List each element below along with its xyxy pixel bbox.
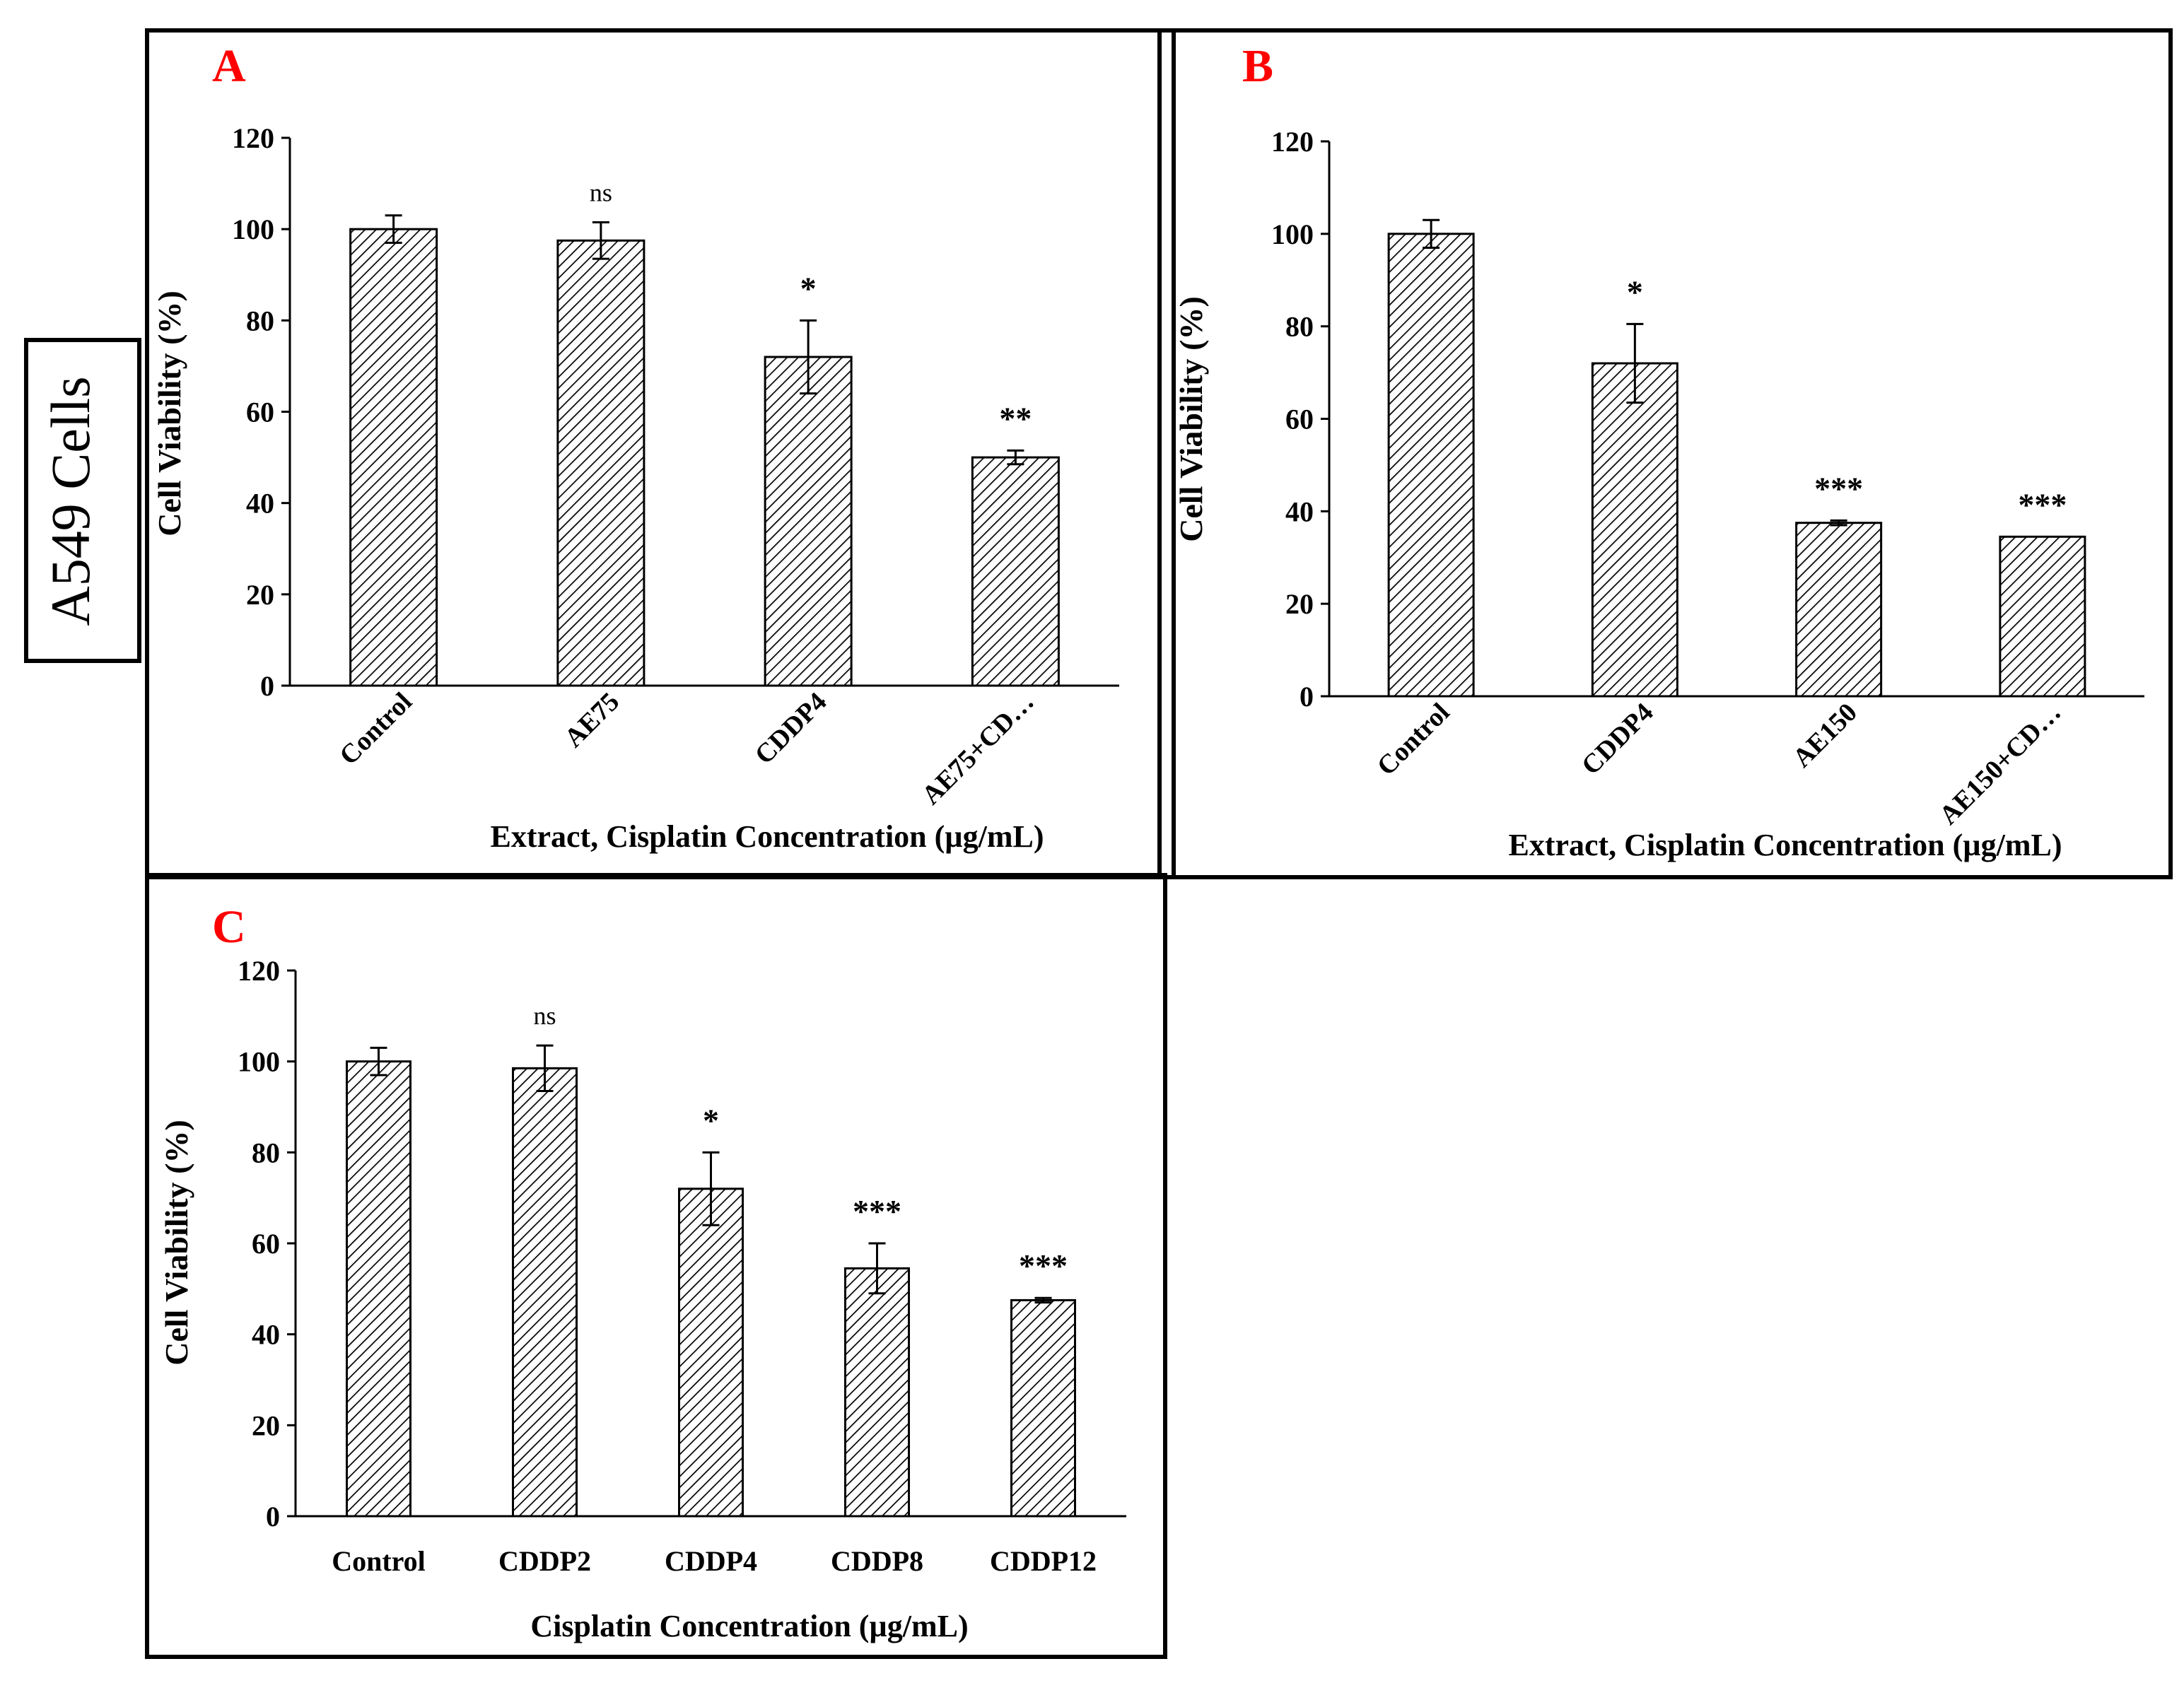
significance-label: ns [590,178,612,206]
bar-cddp8 [844,1267,910,1518]
x-axis-title: Cisplatin Concentration (µg/mL) [530,1609,968,1643]
bar-cddp4 [1591,362,1678,698]
bar-control [346,1060,411,1518]
y-tick-label: 60 [1285,404,1314,435]
y-tick-label: 0 [1300,681,1314,713]
bar-control [349,228,438,687]
error-bar [702,1151,720,1226]
x-tick-label: AE150 [1787,698,1863,773]
x-tick-label: AE75+CD… [916,687,1040,811]
panel-a-frame [145,28,1176,879]
x-tick-label: CDDP8 [831,1545,923,1577]
y-tick-label: 100 [232,213,274,245]
error-bar [800,319,817,395]
significance-label: * [703,1102,719,1138]
y-tick-label: 60 [252,1228,280,1260]
y-tick-label: 20 [252,1409,280,1441]
y-tick-label: 80 [246,305,274,336]
y-tick-label: 0 [260,670,274,702]
panel-c-frame [145,873,1167,1659]
panel-c-chart: C 0 20 40 60 80 100 120 Control ns CDDP2 * CDDP4 *** C… [158,901,1126,1643]
panel-c-letter: C [212,901,246,953]
x-tick-label: AE75 [559,687,625,753]
panel-a-chart: A 0 20 40 60 80 100 120 Control ns AE75 * CDDP4 ** AE7… [151,40,1119,854]
bar-ae150 [1795,522,1883,698]
error-bar [370,1046,387,1077]
bar-cddp2 [512,1067,578,1518]
significance-label: * [1627,274,1643,310]
significance-label: ** [999,400,1032,436]
x-tick-label: CDDP12 [990,1545,1097,1577]
x-axis-title: Extract, Cisplatin Concentration (µg/mL) [490,819,1044,854]
y-tick-label: 40 [246,488,274,520]
error-bar [1423,218,1440,249]
x-axis-title: Extract, Cisplatin Concentration (µg/mL) [1508,828,2062,862]
significance-label: *** [853,1193,901,1229]
x-tick-label: CDDP2 [498,1545,591,1577]
charts: A020406080100120ControlnsAE75*CDDP4**AE7… [151,40,2144,1643]
y-tick-label: 80 [1285,311,1314,343]
bar-ae75 [556,239,646,687]
bar-cddp12 [1010,1298,1076,1518]
bar-cddp4 [678,1188,744,1518]
bar-control [1387,233,1475,698]
significance-label: *** [2018,486,2067,522]
significance-label: ns [533,1002,556,1030]
significance-label: *** [1814,470,1863,506]
x-tick-label: Control [332,1545,426,1577]
y-tick-label: 80 [252,1137,280,1168]
y-tick-label: 20 [1285,588,1314,620]
y-tick-label: 100 [238,1046,280,1078]
panel-frames [145,28,2173,1659]
error-bar [592,221,609,260]
error-bar [385,214,402,245]
bar-ae75-cd [971,456,1060,687]
y-tick-label: 40 [1285,495,1314,527]
y-tick-label: 120 [1271,126,1314,158]
error-bar [536,1044,554,1092]
x-tick-label: CDDP4 [665,1545,757,1577]
panel-b-frame [1157,28,2173,879]
bar-ae150-cd [1999,535,2086,698]
error-bar [1007,449,1024,466]
panel-b-letter: B [1242,40,1273,92]
y-tick-label: 60 [246,397,274,428]
x-tick-label: CDDP4 [1576,698,1659,781]
x-tick-label: AE150+CD… [1934,698,2067,831]
significance-label: * [800,270,817,306]
y-axis-title: Cell Viability (%) [158,1120,194,1366]
x-tick-label: CDDP4 [749,687,833,770]
y-tick-label: 120 [232,122,274,154]
y-axis-title: Cell Viability (%) [1173,296,1209,542]
x-tick-label: Control [334,687,418,771]
significance-label: *** [1019,1248,1068,1284]
panel-a-letter: A [212,40,246,92]
error-bar [1626,322,1644,404]
y-tick-label: 20 [246,579,274,611]
y-tick-label: 40 [252,1319,280,1351]
y-tick-label: 100 [1271,218,1314,250]
error-bar [868,1242,886,1295]
y-tick-label: 0 [266,1501,280,1532]
y-tick-label: 120 [238,955,280,987]
error-bar [1034,1296,1052,1304]
side-label-box [24,338,141,663]
bar-cddp4 [764,356,853,687]
y-axis-title: Cell Viability (%) [151,291,187,536]
error-bar [1830,519,1847,527]
x-tick-label: Control [1372,698,1456,782]
panel-b-chart: B 0 20 40 60 80 100 120 Control * CDDP4 *** AE150 ***… [1173,40,2144,862]
